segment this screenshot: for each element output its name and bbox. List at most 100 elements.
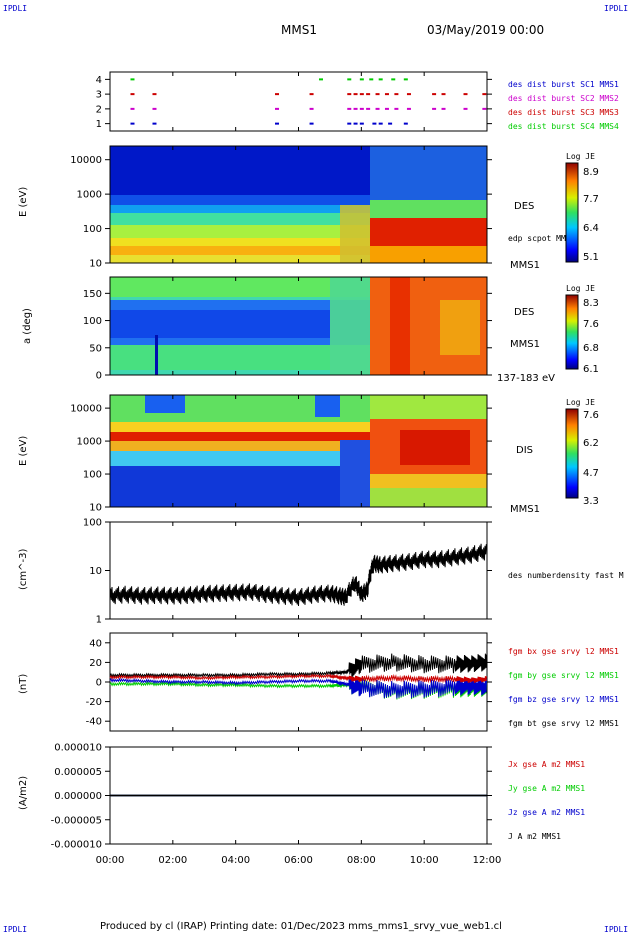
burst-mark bbox=[347, 107, 352, 110]
des-energy-y-ticks: 10000 1000 100 10 bbox=[70, 155, 492, 270]
dis-energy-label-mms1: MMS1 bbox=[510, 504, 540, 515]
des-energy-cbar-tick-label: 6.4 bbox=[583, 223, 599, 234]
bfield-tick-label: 40 bbox=[89, 638, 102, 649]
bfield-y-ticks: 40 20 0 -20 -40 bbox=[86, 638, 492, 728]
des-pitch-cbar-title: Log JE bbox=[566, 284, 595, 293]
density-series bbox=[109, 543, 487, 607]
bfield-legend-bx: fgm bx gse srvy l2 MMS1 bbox=[508, 647, 619, 656]
dis-energy-label: DIS bbox=[516, 445, 533, 456]
des-pitch-label: DES bbox=[514, 307, 534, 318]
burst-y-ticks: 4 3 2 1 bbox=[96, 75, 492, 130]
current-panel: 0.000010 0.000005 0.000000 -0.000005 -0.0000… bbox=[18, 743, 585, 851]
density-tick-label: 10 bbox=[89, 566, 102, 577]
burst-mark bbox=[347, 78, 352, 81]
dis-energy-cbar-title: Log JE bbox=[566, 398, 595, 407]
des-pitch-label-mms1: MMS1 bbox=[510, 339, 540, 350]
current-tick-label: 0.000010 bbox=[54, 743, 102, 754]
current-tick-label: 0.000000 bbox=[54, 791, 102, 802]
dis-energy-heatmap bbox=[110, 395, 487, 507]
dis-energy-cbar-tick-label: 4.7 bbox=[583, 468, 599, 479]
bfield-line bbox=[109, 673, 487, 684]
des-energy-cbar-ticks: 8.9 7.7 6.4 5.1 bbox=[583, 167, 599, 263]
time-tick-label: 12:00 bbox=[473, 855, 502, 866]
des-pitch-tick-label: 50 bbox=[89, 343, 102, 354]
density-y-ticks: 100 10 1 bbox=[83, 518, 492, 626]
burst-tick-label: 3 bbox=[96, 90, 102, 101]
burst-mark bbox=[359, 78, 364, 81]
corner-label-bottom-right: IPDLI bbox=[604, 925, 628, 934]
burst-mark bbox=[130, 122, 135, 125]
burst-mark bbox=[318, 78, 323, 81]
spacecraft-title: MMS1 bbox=[281, 23, 317, 37]
des-pitch-cbar-tick-label: 6.8 bbox=[583, 343, 599, 354]
burst-mark bbox=[347, 93, 352, 96]
time-tick-label: 08:00 bbox=[347, 855, 376, 866]
burst-mark bbox=[369, 78, 374, 81]
des-energy-cbar-tick-label: 8.9 bbox=[583, 167, 599, 178]
burst-mark bbox=[375, 107, 380, 110]
current-tick-label: -0.000005 bbox=[51, 815, 102, 826]
burst-mark bbox=[463, 93, 468, 96]
dis-energy-colorbar bbox=[565, 408, 579, 499]
dis-energy-tick-label: 100 bbox=[83, 470, 102, 481]
des-energy-tick-label: 10 bbox=[89, 259, 102, 270]
des-energy-label: DES bbox=[514, 201, 534, 212]
burst-mark bbox=[432, 107, 437, 110]
des-energy-tick-label: 100 bbox=[83, 224, 102, 235]
bfield-ylabel: (nT) bbox=[18, 674, 29, 694]
density-tick-label: 1 bbox=[96, 615, 102, 626]
bfield-legend-bt: fgm bt gse srvy l2 MMS1 bbox=[508, 719, 619, 728]
burst-mark bbox=[275, 122, 280, 125]
des-energy-cbar-tick-label: 5.1 bbox=[583, 252, 599, 263]
des-energy-heatmap bbox=[110, 146, 487, 263]
burst-mark bbox=[353, 107, 358, 110]
burst-mark bbox=[406, 93, 411, 96]
dis-energy-ylabel: E (eV) bbox=[18, 436, 29, 466]
bfield-panel: 40 20 0 -20 -40 (nT) fgm bx gse srvy l2 MMS1… bbox=[18, 632, 619, 732]
des-pitch-ylabel: a (deg) bbox=[22, 308, 33, 344]
dis-energy-cbar-tick-label: 3.3 bbox=[583, 496, 599, 507]
dis-energy-tick-label: 10 bbox=[89, 503, 102, 514]
time-tick-label: 06:00 bbox=[284, 855, 313, 866]
bfield-series bbox=[109, 653, 487, 700]
density-panel: 100 10 1 (cm^-3) des numberdensity fast M bbox=[18, 518, 624, 626]
density-ylabel: (cm^-3) bbox=[18, 549, 29, 590]
burst-mark bbox=[391, 78, 396, 81]
des-pitch-heatmap bbox=[110, 277, 487, 375]
burst-marks bbox=[130, 78, 487, 125]
burst-mark bbox=[384, 107, 389, 110]
dis-energy-tick-label: 10000 bbox=[70, 404, 102, 415]
burst-mark bbox=[359, 107, 364, 110]
footer-text: Produced by cl (IRAP) Printing date: 01/… bbox=[100, 921, 502, 932]
burst-mark bbox=[394, 107, 399, 110]
burst-legend-sc2: des dist burst SC2 MMS2 bbox=[508, 94, 619, 103]
burst-mark bbox=[463, 107, 468, 110]
burst-mark bbox=[372, 122, 377, 125]
burst-mark bbox=[275, 93, 280, 96]
burst-mark bbox=[378, 122, 383, 125]
burst-mark bbox=[152, 93, 157, 96]
burst-mark bbox=[309, 122, 314, 125]
burst-tick-label: 2 bbox=[96, 104, 102, 115]
des-pitch-tick-label: 150 bbox=[83, 289, 102, 300]
des-pitch-cbar-ticks: 8.3 7.6 6.8 6.1 bbox=[583, 298, 599, 375]
current-tick-label: -0.000010 bbox=[51, 840, 102, 851]
burst-mark bbox=[394, 93, 399, 96]
burst-mark bbox=[403, 78, 408, 81]
time-tick-label: 04:00 bbox=[221, 855, 250, 866]
des-energy-cbar-title: Log JE bbox=[566, 152, 595, 161]
current-tick-label: 0.000005 bbox=[54, 767, 102, 778]
bfield-legend-by: fgm by gse srvy l2 MMS1 bbox=[508, 671, 619, 680]
dis-energy-cbar-ticks: 7.6 6.2 4.7 3.3 bbox=[583, 410, 599, 507]
des-pitch-tick-label: 100 bbox=[83, 316, 102, 327]
time-tick-label: 02:00 bbox=[158, 855, 187, 866]
burst-mark bbox=[275, 107, 280, 110]
current-legend-j: J A m2 MMS1 bbox=[508, 832, 561, 841]
bfield-tick-label: 20 bbox=[89, 658, 102, 669]
corner-label-top-right: IPDLI bbox=[604, 4, 628, 13]
des-energy-panel: 10000 1000 100 10 E (eV) DES edp scpot MMS1… bbox=[18, 145, 599, 271]
bfield-tick-label: -20 bbox=[86, 697, 102, 708]
burst-mark bbox=[378, 78, 383, 81]
burst-legend-sc4: des dist burst SC4 MMS4 bbox=[508, 122, 619, 131]
